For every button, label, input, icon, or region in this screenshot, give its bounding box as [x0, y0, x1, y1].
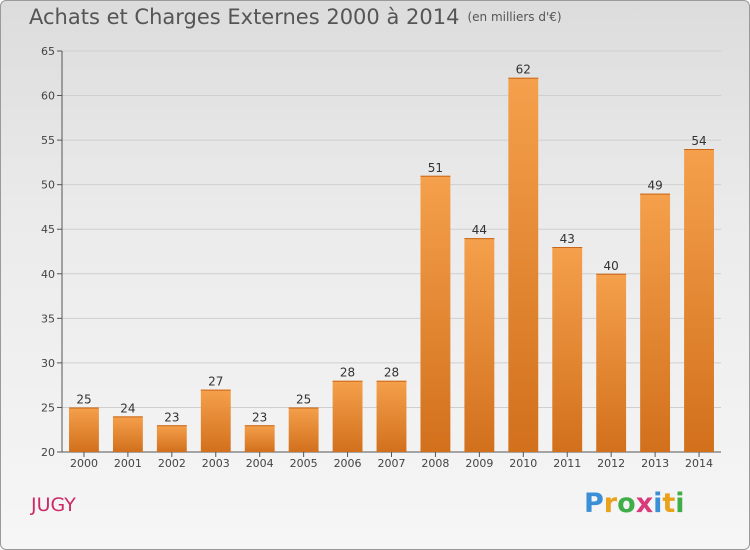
data-label: 23 [252, 410, 267, 424]
bar [288, 407, 319, 452]
y-tick-label: 40 [41, 268, 55, 281]
x-tick-label: 2007 [378, 457, 406, 470]
data-label: 43 [560, 232, 575, 246]
x-tick-label: 2005 [290, 457, 318, 470]
bar [69, 407, 99, 452]
bar-layer [69, 77, 714, 453]
logo-letter: i [653, 488, 663, 519]
x-tick-label: 2004 [246, 457, 274, 470]
data-label: 25 [296, 392, 311, 406]
data-label: 23 [164, 410, 179, 424]
logo-letter: o [617, 488, 636, 519]
x-tick-label: 2012 [597, 457, 625, 470]
data-label: 54 [691, 134, 706, 148]
bar [112, 416, 143, 452]
bar [596, 273, 627, 452]
bar [640, 193, 671, 453]
axis-layer: 20 25 30 35 40 45 50 55 60 65 2000 2001 2002 2003 2004… [41, 45, 721, 470]
logo-letter: r [603, 488, 618, 519]
logo-letter: t [662, 488, 676, 519]
y-tick-label: 25 [41, 401, 55, 414]
chart-subtitle: (en milliers d'€) [467, 10, 562, 24]
chart-title: Achats et Charges Externes 2000 à 2014 (e… [29, 5, 562, 29]
x-tick-label: 2002 [158, 457, 186, 470]
bar [464, 238, 495, 452]
bar [684, 149, 714, 452]
data-label: 44 [472, 223, 487, 237]
x-tick-label: 2006 [334, 457, 362, 470]
x-tick-label: 2010 [509, 457, 537, 470]
x-tick-label: 2014 [685, 457, 713, 470]
bar [244, 425, 275, 452]
logo-letter: x [635, 488, 654, 519]
x-tick-label: 2000 [70, 457, 98, 470]
y-tick-label: 65 [41, 45, 55, 58]
bar [332, 380, 363, 452]
data-label: 49 [647, 179, 662, 193]
bar [376, 380, 407, 452]
proxiti-logo: Proxiti [584, 488, 685, 519]
x-tick-label: 2009 [465, 457, 493, 470]
y-tick-label: 60 [41, 90, 55, 103]
data-label: 24 [120, 401, 135, 415]
y-tick-label: 35 [41, 312, 55, 325]
logo-letter: P [584, 488, 604, 519]
location-label: JUGY [31, 494, 76, 516]
data-label: 28 [340, 366, 355, 380]
logo-letter: i [675, 488, 685, 519]
bar [200, 389, 231, 452]
y-tick-label: 20 [41, 446, 55, 459]
bar [508, 77, 539, 452]
data-label: 51 [428, 161, 443, 175]
bar [156, 425, 187, 452]
x-tick-label: 2013 [641, 457, 669, 470]
y-tick-label: 45 [41, 223, 55, 236]
bar [552, 247, 583, 452]
y-tick-label: 50 [41, 179, 55, 192]
x-tick-label: 2001 [114, 457, 142, 470]
title-text: Achats et Charges Externes 2000 à 2014 [29, 5, 460, 29]
data-label: 40 [604, 259, 619, 273]
data-label: 28 [384, 366, 399, 380]
bar [420, 175, 451, 452]
x-tick-label: 2003 [202, 457, 230, 470]
label-layer: 25 24 23 27 23 25 28 28 51 44 62 43 40 49 54 [76, 63, 706, 425]
data-label: 62 [516, 63, 531, 77]
x-tick-label: 2008 [421, 457, 449, 470]
data-label: 27 [208, 375, 223, 389]
x-tick-label: 2011 [553, 457, 581, 470]
data-label: 25 [76, 392, 91, 406]
y-tick-label: 30 [41, 357, 55, 370]
y-tick-label: 55 [41, 134, 55, 147]
